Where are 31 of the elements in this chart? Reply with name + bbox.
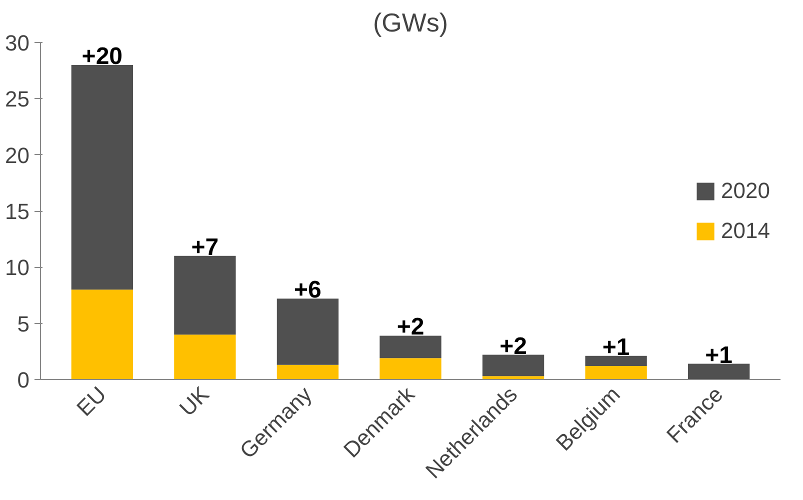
bar	[380, 336, 442, 358]
x-tick-label: UK	[174, 381, 214, 421]
bar	[174, 256, 236, 335]
bar	[71, 64, 133, 290]
data-label: +1	[705, 342, 733, 369]
bar	[585, 366, 647, 380]
y-tick-label: 0	[17, 368, 30, 392]
bar	[585, 356, 647, 366]
data-label: +2	[500, 332, 527, 360]
bar	[71, 290, 133, 380]
chart-title: (GWs)	[372, 8, 448, 38]
legend-label: 2020	[721, 178, 770, 204]
data-label: +7	[191, 234, 219, 261]
y-tick-label: 30	[5, 30, 30, 56]
bar	[380, 358, 442, 380]
y-tick-label: 5	[17, 311, 30, 336]
bar	[688, 364, 750, 380]
bar	[276, 298, 339, 365]
y-tick-label: 25	[5, 86, 30, 112]
data-label: +6	[294, 276, 322, 304]
legend-label: 2014	[721, 218, 770, 244]
data-label: +20	[82, 42, 123, 70]
y-tick-label: 20	[5, 142, 30, 168]
bar	[174, 334, 236, 380]
bar	[482, 354, 544, 376]
y-tick-label: 15	[5, 199, 30, 224]
bar	[276, 364, 339, 380]
x-tick-label: EU	[72, 382, 112, 421]
data-label: +1	[602, 334, 630, 361]
y-tick-label: 10	[5, 255, 30, 280]
data-label: +2	[396, 314, 424, 341]
